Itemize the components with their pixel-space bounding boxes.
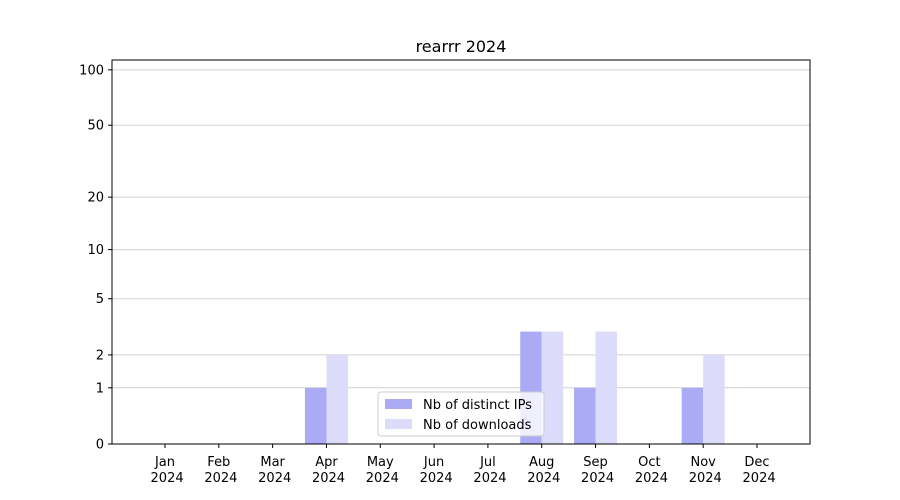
y-tick-label: 1 xyxy=(96,381,104,396)
x-tick-label: Dec 2024 xyxy=(738,455,775,486)
x-tick-label-line: Nov xyxy=(690,455,716,470)
x-tick-label: Jul 2024 xyxy=(469,455,506,486)
x-tick-label: Sep 2024 xyxy=(577,455,614,486)
x-tick-label-line: 2024 xyxy=(146,471,183,486)
y-tick-label: 10 xyxy=(87,243,104,258)
y-tick-label: 0 xyxy=(96,438,104,453)
x-tick-label-line: Oct xyxy=(638,455,660,470)
x-tick-label: May 2024 xyxy=(362,455,399,486)
x-tick-label-line: Dec xyxy=(744,455,769,470)
x-tick-label-line: 2024 xyxy=(523,471,560,486)
x-tick-label-line: 2024 xyxy=(415,471,452,486)
chart-title: rearrr 2024 xyxy=(416,37,507,56)
y-tick-label: 20 xyxy=(87,191,104,206)
x-tick-label-line: Feb xyxy=(207,455,230,470)
x-tick-label: Apr 2024 xyxy=(308,455,345,486)
x-tick-label-line: 2024 xyxy=(254,471,291,486)
legend-label: Nb of downloads xyxy=(423,418,532,433)
legend-label: Nb of distinct IPs xyxy=(423,398,532,413)
y-tick-label: 2 xyxy=(96,348,104,363)
x-tick-label-line: 2024 xyxy=(362,471,399,486)
x-tick-label: Aug 2024 xyxy=(523,455,560,486)
x-tick-label-line: Jan xyxy=(154,455,175,470)
x-tick-label-line: Aug xyxy=(529,455,554,470)
bar xyxy=(595,331,618,444)
legend-swatch xyxy=(385,419,412,429)
bar xyxy=(541,331,564,444)
x-tick-label-line: Sep xyxy=(583,455,608,470)
x-tick-label-line: 2024 xyxy=(469,471,506,486)
x-tick-label: Jan 2024 xyxy=(146,455,183,486)
x-tick-label-line: Apr xyxy=(315,455,338,470)
bar xyxy=(326,354,348,444)
x-tick-label-line: 2024 xyxy=(577,471,614,486)
x-tick-label: Nov 2024 xyxy=(685,455,722,486)
x-tick-label: Feb 2024 xyxy=(200,455,237,486)
x-tick-label-line: 2024 xyxy=(200,471,237,486)
x-tick-label-line: Mar xyxy=(260,455,285,470)
y-tick-label: 100 xyxy=(79,63,104,78)
x-tick-label-line: 2024 xyxy=(308,471,345,486)
legend-swatch xyxy=(385,399,412,409)
x-tick-label-line: Jul xyxy=(479,455,496,470)
x-tick-label-line: 2024 xyxy=(631,471,668,486)
x-tick-label: Mar 2024 xyxy=(254,455,291,486)
bar xyxy=(304,387,327,444)
x-tick-label: Jun 2024 xyxy=(415,455,452,486)
bar xyxy=(574,387,596,444)
x-tick-label-line: May xyxy=(367,455,394,470)
legend-box xyxy=(377,391,545,437)
bar xyxy=(681,387,704,444)
x-tick-label-line: Jun xyxy=(423,455,444,470)
y-tick-label: 5 xyxy=(96,292,104,307)
y-tick-label: 50 xyxy=(87,119,104,134)
x-tick-label-line: 2024 xyxy=(738,471,775,486)
bar xyxy=(703,354,725,444)
x-tick-label-line: 2024 xyxy=(685,471,722,486)
axes-frame xyxy=(111,59,811,445)
x-tick-label: Oct 2024 xyxy=(631,455,668,486)
